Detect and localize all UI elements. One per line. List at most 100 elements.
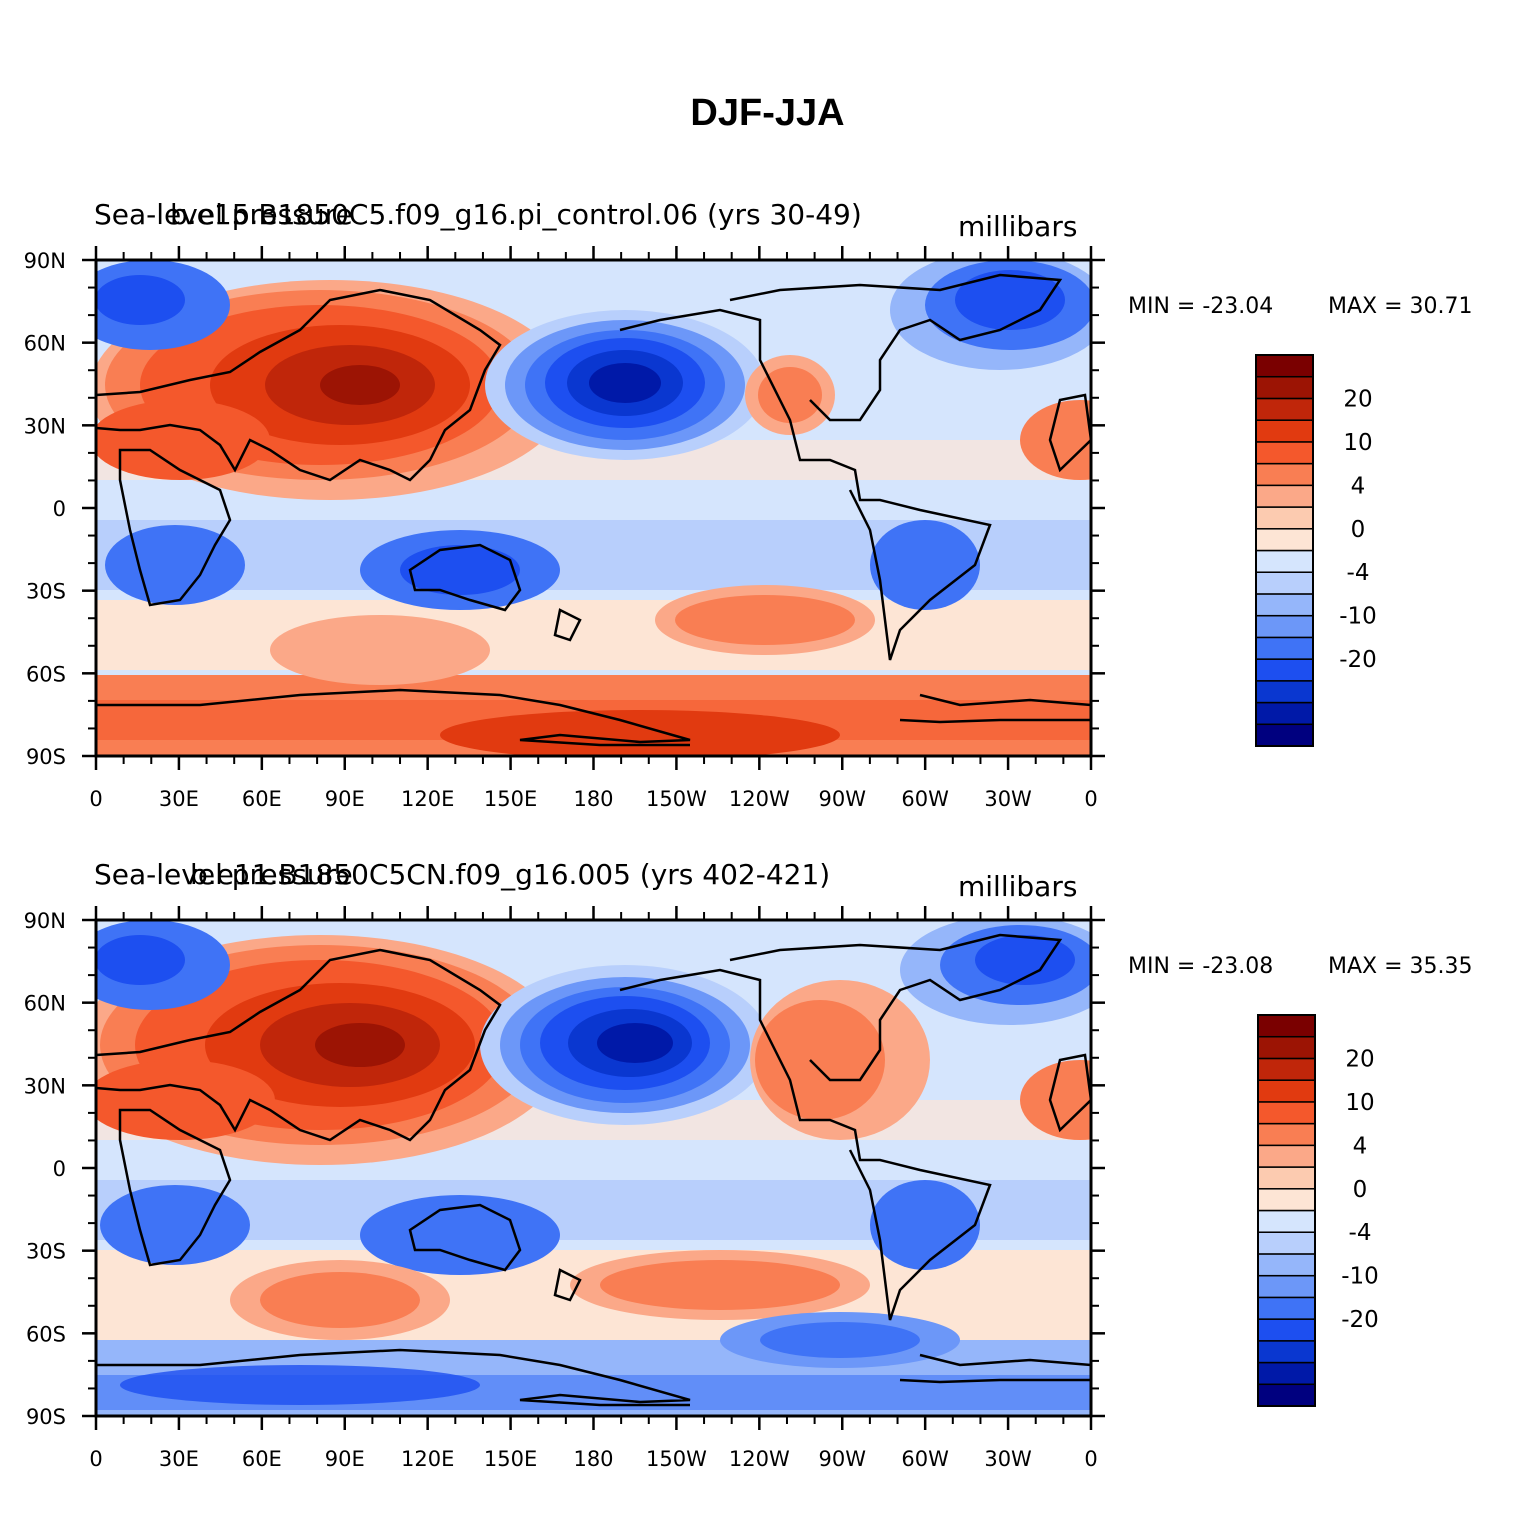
panel2-colorbar-swatch bbox=[1257, 1296, 1316, 1320]
panel2-max-text: MAX = 35.35 bbox=[1328, 954, 1473, 979]
panel1-min-text: MIN = -23.04 bbox=[1128, 294, 1274, 319]
panel1-ytick-label: 60N bbox=[24, 332, 66, 356]
panel2-ytick-label: 0 bbox=[53, 1157, 66, 1181]
panel2-colorbar-swatch bbox=[1257, 1231, 1316, 1255]
panel1-xtick-label: 90E bbox=[325, 787, 365, 811]
panel2-colorbar-label: 10 bbox=[1345, 1090, 1374, 1116]
panel1-colorbar-label: -20 bbox=[1339, 647, 1377, 673]
panel1-xtick-label: 30W bbox=[984, 787, 1032, 811]
panel1-left-label: Sea-level pressure bbox=[94, 198, 353, 231]
panel1-ytick-label: 30S bbox=[26, 580, 66, 604]
panel1-ytick-label: 30N bbox=[24, 414, 66, 438]
panel2-coastlines bbox=[96, 933, 1091, 1407]
panel1-ytick-label: 90S bbox=[26, 745, 66, 769]
panel2-xtick-label: 60W bbox=[901, 1447, 949, 1471]
panel2-xtick-label: 30E bbox=[159, 1447, 199, 1471]
panel1-units-label: millibars bbox=[958, 210, 1078, 243]
panel1-colorbar-swatch bbox=[1255, 658, 1314, 682]
panel1-colorbar-swatch bbox=[1255, 397, 1314, 421]
panel2-xtick-label: 180 bbox=[573, 1447, 613, 1471]
panel2-units-label: millibars bbox=[958, 870, 1078, 903]
panel1-colorbar-swatch bbox=[1255, 484, 1314, 508]
panel1-ytick-label: 60S bbox=[26, 662, 66, 686]
panel2-xtick-label: 150E bbox=[484, 1447, 537, 1471]
panel1-colorbar-swatch bbox=[1255, 549, 1314, 573]
panel2-axes: 0 30E 60E 90E 120E 150E 180 150W 120W 90W 60W 30W 09… bbox=[24, 906, 1105, 1471]
panel1-colorbar-swatch bbox=[1255, 701, 1314, 726]
panel2-colorbar-swatch bbox=[1257, 1188, 1316, 1212]
panel1-xtick-label: 60E bbox=[242, 787, 282, 811]
panel2-case-label: b.e11.B1850C5CN.f09_g16.005 (yrs 402-421… bbox=[190, 858, 831, 891]
panel2-colorbar-swatch bbox=[1257, 1274, 1316, 1299]
panel1-xtick-label: 150W bbox=[646, 787, 707, 811]
panel2-colorbar-swatch bbox=[1257, 1014, 1316, 1038]
panel2-colorbar-swatch bbox=[1257, 1122, 1316, 1147]
panel1-colorbar-swatch bbox=[1255, 419, 1314, 443]
panel2-ytick-label: 90S bbox=[26, 1405, 66, 1429]
panel1-xtick-label: 60W bbox=[901, 787, 949, 811]
figure-title: DJF-JJA bbox=[690, 92, 845, 134]
panel1-xtick-label: 150E bbox=[484, 787, 537, 811]
panel1-max-text: MAX = 30.71 bbox=[1328, 294, 1473, 319]
panel2-colorbar-label: -10 bbox=[1341, 1264, 1379, 1290]
panel2-xtick-label: 120W bbox=[729, 1447, 790, 1471]
panel1-colorbar-frame bbox=[1255, 354, 1314, 747]
panel1-colorbar: 20 10 4 0 -4 -10 -20 bbox=[1255, 354, 1377, 747]
panel1-colorbar-label: 20 bbox=[1343, 386, 1372, 412]
panel1-map: 0 30E 60E 90E 120E 150E 180 150W 120W 90W 60W 30W 09… bbox=[24, 246, 1105, 811]
panel2-colorbar-swatch bbox=[1257, 1035, 1316, 1060]
panel1-xtick-label: 30E bbox=[159, 787, 199, 811]
panel2-ytick-label: 60N bbox=[24, 992, 66, 1016]
panel1-colorbar-swatch bbox=[1255, 506, 1314, 530]
panel1-xtick-label: 90W bbox=[819, 787, 867, 811]
panel2-colorbar-swatch bbox=[1257, 1079, 1316, 1103]
panel1-colorbar-swatch bbox=[1255, 571, 1314, 595]
panel2-colorbar-swatch bbox=[1257, 1318, 1316, 1342]
panel1-colorbar-label: 4 bbox=[1351, 473, 1366, 499]
panel1-ytick-label: 0 bbox=[53, 497, 66, 521]
panel1-case-label: b.e15.B1850C5.f09_g16.pi_control.06 (yrs… bbox=[170, 198, 862, 231]
panel2-colorbar-swatch bbox=[1257, 1144, 1316, 1168]
panel1-colorbar-swatch bbox=[1255, 593, 1314, 617]
panel1-xtick-label: 0 bbox=[1084, 787, 1097, 811]
panel2-colorbar-label: -4 bbox=[1349, 1220, 1372, 1246]
panel2-colorbar-label: 20 bbox=[1345, 1046, 1374, 1072]
panel2-ytick-label: 60S bbox=[26, 1322, 66, 1346]
panel1-contour-field bbox=[96, 260, 1091, 756]
panel2-colorbar-label: 4 bbox=[1353, 1133, 1368, 1159]
panel2-colorbar-label: -20 bbox=[1341, 1307, 1379, 1333]
panel1-colorbar-swatch bbox=[1255, 441, 1314, 465]
panel1-colorbar-label: 0 bbox=[1351, 517, 1366, 543]
panel1-colorbar-label: 10 bbox=[1343, 430, 1372, 456]
panel2-colorbar-swatch bbox=[1257, 1340, 1316, 1364]
panel1-frame bbox=[94, 258, 1093, 758]
panel2-xtick-label: 0 bbox=[1084, 1447, 1097, 1471]
panel2-contour-field bbox=[96, 920, 1091, 1416]
panel2-xtick-label: 30W bbox=[984, 1447, 1032, 1471]
panel1-coastlines bbox=[96, 273, 1091, 747]
panel2-ytick-label: 90N bbox=[24, 909, 66, 933]
panel2-colorbar-swatch bbox=[1257, 1057, 1316, 1081]
panel2-xtick-label: 90E bbox=[325, 1447, 365, 1471]
panel1-colorbar-label: -10 bbox=[1339, 604, 1377, 630]
panel1-ytick-label: 90N bbox=[24, 249, 66, 273]
panel2-colorbar-swatch bbox=[1257, 1253, 1316, 1277]
panel1-xtick-label: 0 bbox=[89, 787, 102, 811]
panel2-ytick-label: 30S bbox=[26, 1240, 66, 1264]
panel2-xtick-label: 90W bbox=[819, 1447, 867, 1471]
panel2-left-label: Sea-level pressure bbox=[94, 858, 353, 891]
panel1-axes: 0 30E 60E 90E 120E 150E 180 150W 120W 90W 60W 30W 09… bbox=[24, 246, 1105, 811]
panel2-colorbar-swatch bbox=[1257, 1383, 1316, 1407]
panel1-colorbar-swatch bbox=[1255, 636, 1314, 660]
panel2-map: 0 30E 60E 90E 120E 150E 180 150W 120W 90W 60W 30W 09… bbox=[24, 906, 1105, 1471]
panel1-colorbar-swatch bbox=[1255, 375, 1314, 400]
panel1-xtick-label: 120W bbox=[729, 787, 790, 811]
panel1-xtick-label: 120E bbox=[401, 787, 454, 811]
panel1-colorbar-swatch bbox=[1255, 614, 1314, 639]
panel1-colorbar-swatch bbox=[1255, 528, 1314, 552]
panel2-xtick-label: 150W bbox=[646, 1447, 707, 1471]
panel2-colorbar: 20 10 4 0 -4 -10 -20 bbox=[1257, 1014, 1379, 1407]
panel1-xtick-label: 180 bbox=[573, 787, 613, 811]
panel2-colorbar-frame bbox=[1257, 1014, 1316, 1407]
panel1-colorbar-swatch bbox=[1255, 723, 1314, 747]
